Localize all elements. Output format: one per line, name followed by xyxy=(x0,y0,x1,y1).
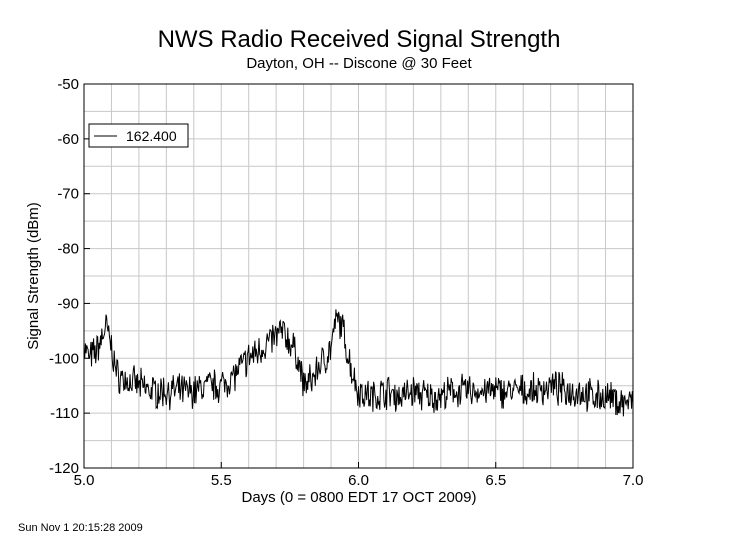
chart-subtitle: Dayton, OH -- Discone @ 30 Feet xyxy=(246,55,472,72)
y-tick-label: -60 xyxy=(57,131,79,148)
series-line-162-400 xyxy=(83,309,634,417)
legend: 162.400 xyxy=(88,123,189,148)
axis-ticks: 5.0 5.5 6.0 6.5 7.0 -50 -60 -70 -80 -90 -100 -110 -1… xyxy=(49,76,643,489)
y-tick-label: -110 xyxy=(50,405,79,422)
x-tick-label: 5.0 xyxy=(74,472,95,489)
footer-timestamp: Sun Nov 1 20:15:28 2009 xyxy=(18,522,143,534)
y-tick-label: -80 xyxy=(57,241,79,258)
y-tick-label: -50 xyxy=(57,76,79,93)
grid-lines xyxy=(84,84,633,468)
legend-label: 162.400 xyxy=(126,128,177,144)
x-tick-label: 7.0 xyxy=(623,472,644,489)
y-axis-label: Signal Strength (dBm) xyxy=(25,202,42,350)
legend-box xyxy=(88,123,189,148)
chart-title: NWS Radio Received Signal Strength xyxy=(158,26,561,53)
y-tick-label: -120 xyxy=(49,460,79,477)
y-tick-label: -70 xyxy=(57,186,79,203)
series-layer xyxy=(83,309,634,417)
x-tick-label: 6.5 xyxy=(485,472,506,489)
y-tick-label: -100 xyxy=(49,350,79,367)
y-tick-label: -90 xyxy=(57,295,79,312)
x-tick-label: 6.0 xyxy=(348,472,369,489)
x-tick-label: 5.5 xyxy=(211,472,232,489)
x-axis-label: Days (0 = 0800 EDT 17 OCT 2009) xyxy=(242,489,477,506)
